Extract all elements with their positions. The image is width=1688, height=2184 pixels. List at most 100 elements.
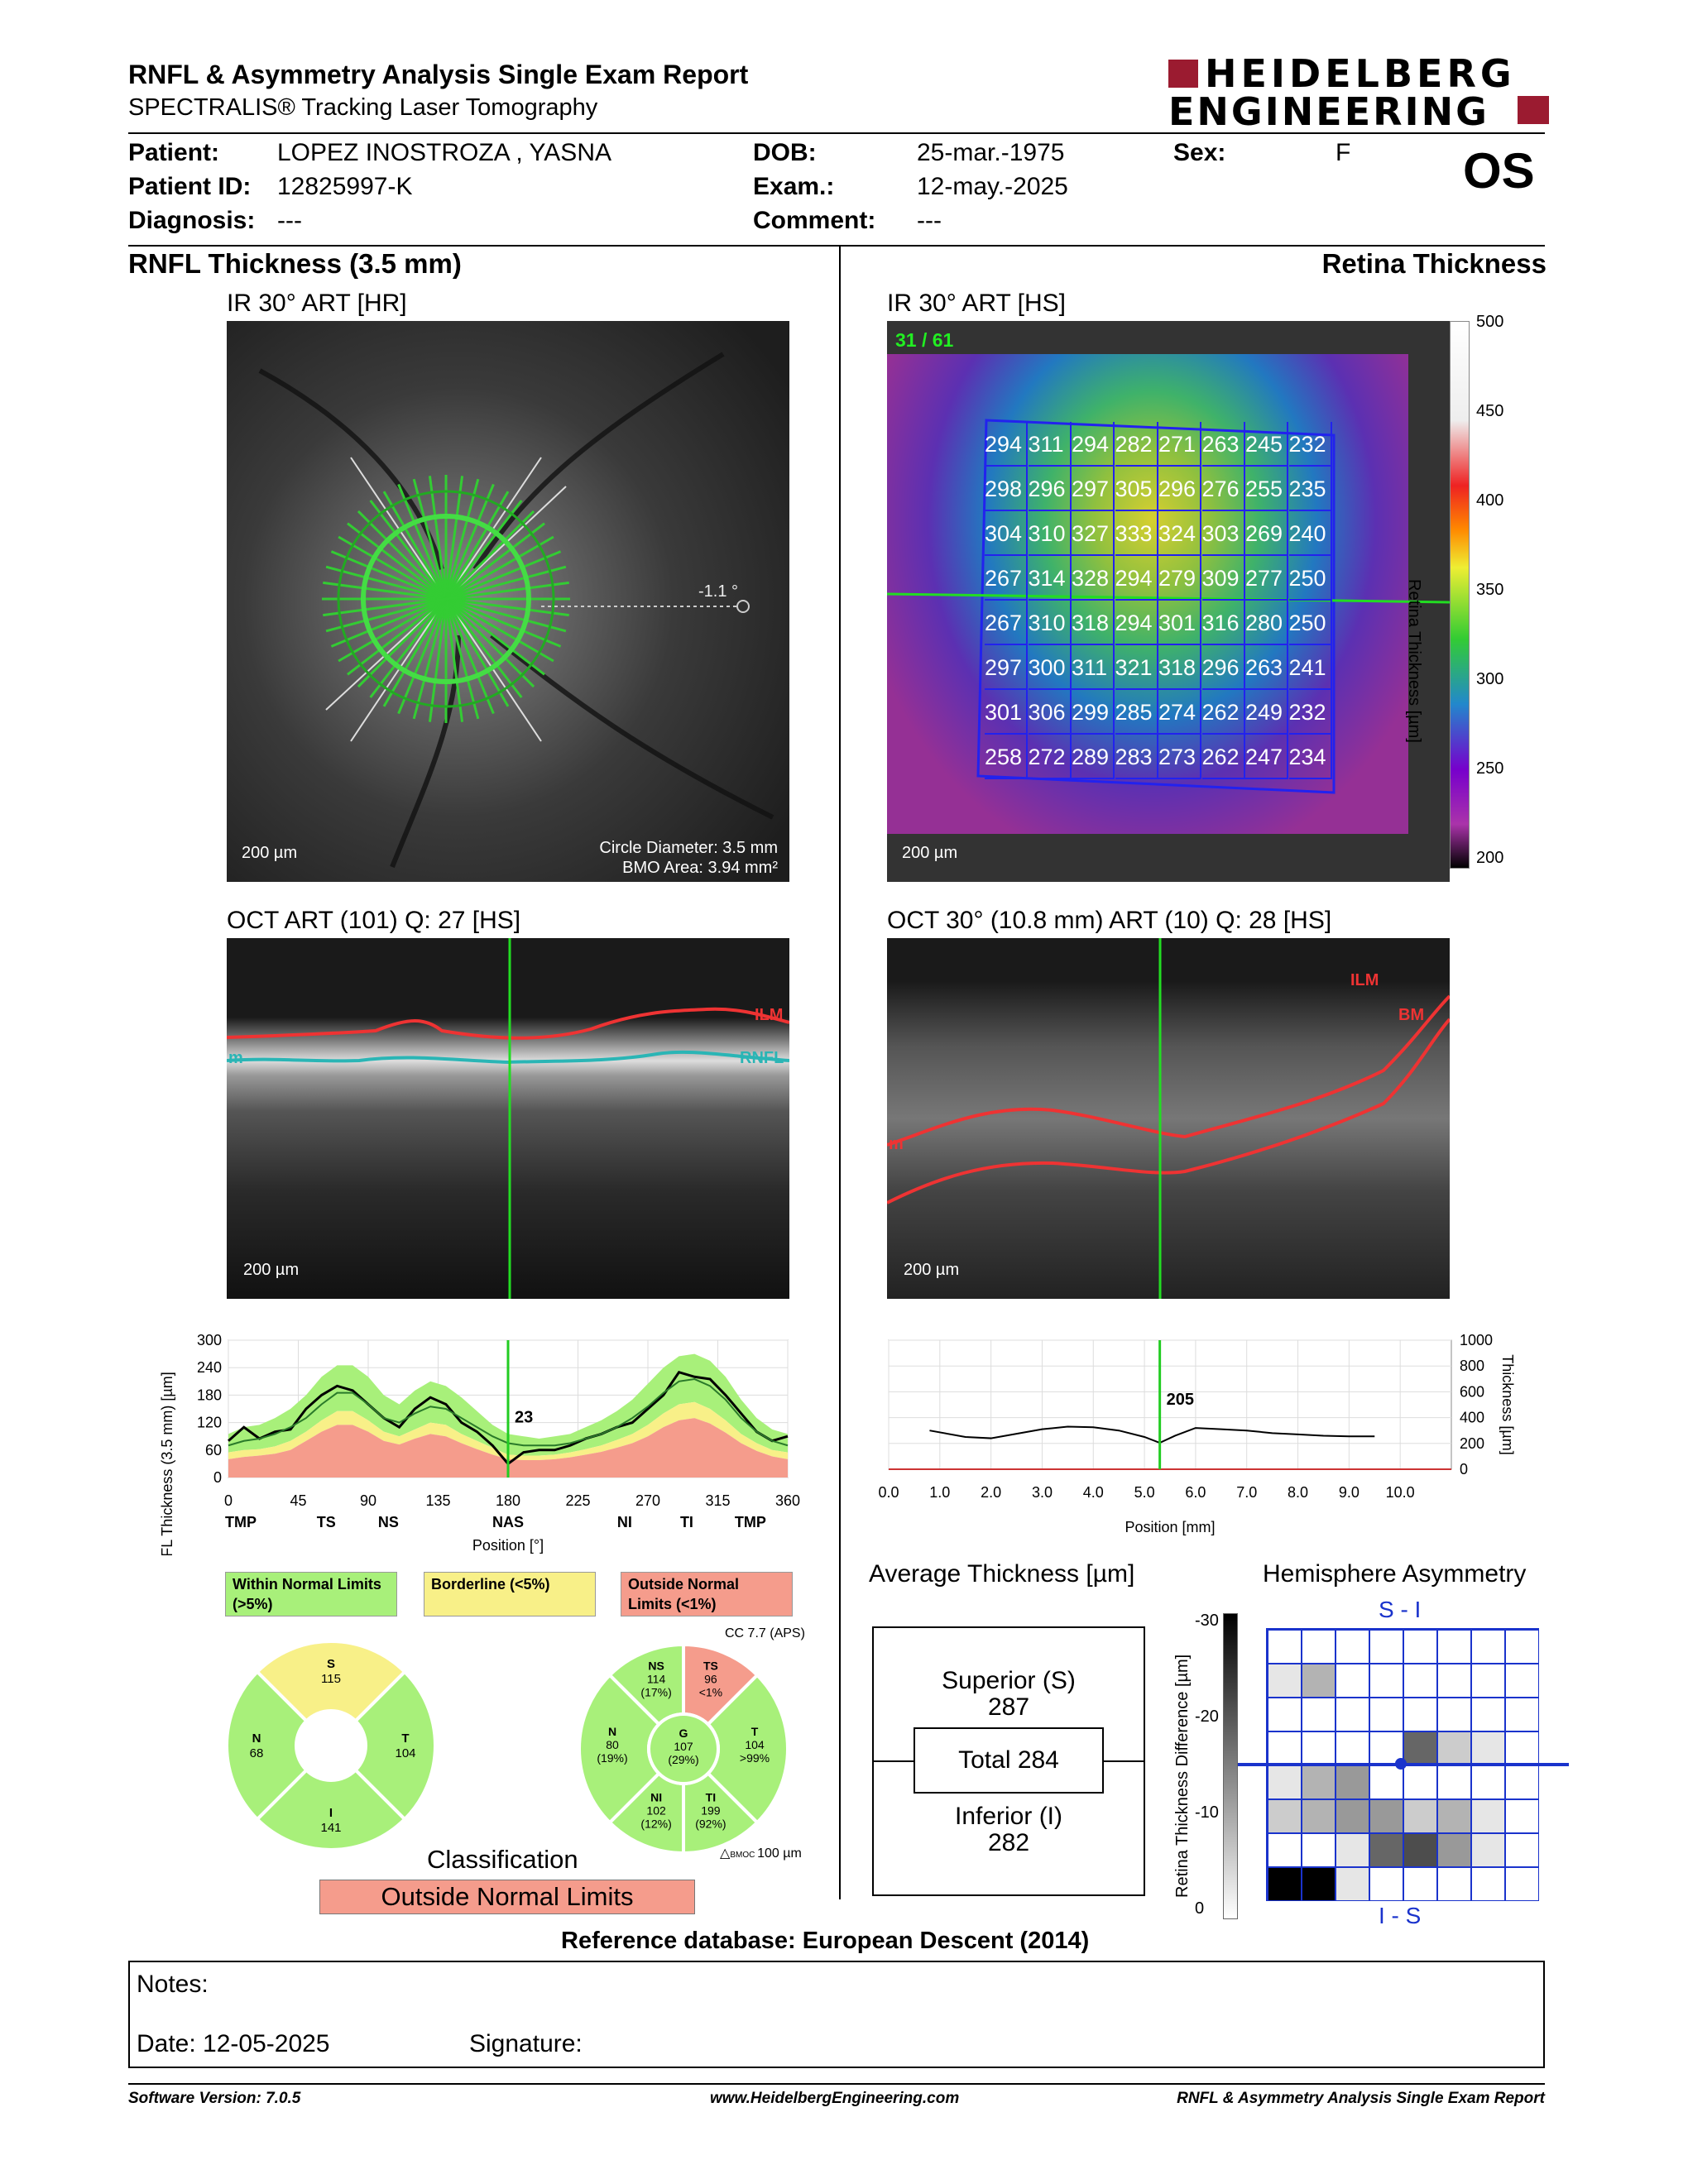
vessel-lines xyxy=(258,352,774,869)
thickness-colorbar xyxy=(1450,321,1470,869)
thickness-cell: 294 xyxy=(1115,556,1158,601)
oct-left-overlay xyxy=(227,938,789,1299)
x-tick-label: 0 xyxy=(224,1492,233,1509)
asymmetry-cell xyxy=(1437,1731,1471,1765)
asymmetry-top-label: S - I xyxy=(1379,1597,1422,1622)
classification-label: Classification xyxy=(427,1845,578,1874)
y-tick-label: 300 xyxy=(197,1332,222,1348)
oct-left-scale: 200 µm xyxy=(243,1261,300,1279)
legend-within: Within Normal Limits (>5%) xyxy=(225,1572,397,1616)
comment-label: Comment: xyxy=(753,207,876,234)
thickness-cell: 269 xyxy=(1245,511,1288,556)
x-tick-label: 3.0 xyxy=(1032,1484,1053,1501)
patient-rule xyxy=(128,245,1545,247)
thickness-cell: 294 xyxy=(985,422,1028,467)
asymmetry-cell xyxy=(1505,1731,1539,1765)
thickness-cell: 294 xyxy=(1072,422,1115,467)
oct-right-label: OCT 30° (10.8 mm) ART (10) Q: 28 [HS] xyxy=(887,907,1332,934)
sector-label: T xyxy=(401,1731,409,1746)
footer-website[interactable]: www.HeidelbergEngineering.com xyxy=(710,2090,960,2107)
exam-value: 12-may.-2025 xyxy=(917,173,1068,200)
asymmetry-cell xyxy=(1505,1630,1539,1664)
asymmetry-cell xyxy=(1369,1867,1403,1901)
inferior-label: Inferior (I) xyxy=(954,1803,1063,1830)
thickness-cell: 309 xyxy=(1201,556,1245,601)
y-axis-label: Thickness [µm] xyxy=(1499,1354,1516,1454)
average-box: Superior (S) 287 Total 284 Inferior (I) … xyxy=(872,1626,1145,1896)
asymmetry-tick-label: 0 xyxy=(1195,1899,1205,1918)
y-tick-label: 0 xyxy=(1460,1461,1468,1478)
thickness-cell: 247 xyxy=(1245,735,1288,779)
m-tag-right: m xyxy=(889,1135,904,1153)
cursor-value-label: 205 xyxy=(1167,1391,1194,1409)
colorbar-tick-label: 400 xyxy=(1476,491,1504,510)
slice-indicator: 31 / 61 xyxy=(895,329,954,351)
y-tick-label: 0 xyxy=(213,1469,222,1486)
asymmetry-cell xyxy=(1403,1630,1437,1664)
ir-right-label: IR 30° ART [HS] xyxy=(887,290,1066,317)
thickness-cell: 311 xyxy=(1028,422,1072,467)
asymmetry-cell xyxy=(1403,1664,1437,1698)
asymmetry-cell xyxy=(1268,1731,1302,1765)
thickness-cell: 279 xyxy=(1158,556,1201,601)
x-tick-label: 180 xyxy=(496,1492,520,1509)
report-subtitle: SPECTRALIS® Tracking Laser Tomography xyxy=(128,94,598,121)
asymmetry-cell xyxy=(1403,1698,1437,1731)
legend-outside: Outside Normal Limits (<1%) xyxy=(621,1572,793,1616)
y-tick-label: 60 xyxy=(205,1442,222,1458)
asymmetry-title-text: Hemisphere Asymmetry xyxy=(1263,1560,1527,1588)
asymmetry-cell xyxy=(1336,1833,1369,1867)
asymmetry-cell xyxy=(1471,1799,1505,1833)
thickness-cell: 272 xyxy=(1028,735,1072,779)
colorbar-tick-label: 500 xyxy=(1476,313,1504,331)
rnfl-section-title: RNFL Thickness (3.5 mm) xyxy=(128,248,462,279)
outside-normal-band xyxy=(228,1418,788,1478)
sector-pct: <1% xyxy=(699,1686,722,1699)
asymmetry-cell xyxy=(1268,1765,1302,1799)
sector-label: T xyxy=(751,1725,759,1738)
footer-report: RNFL & Asymmetry Analysis Single Exam Re… xyxy=(1177,2090,1545,2107)
thickness-cell: 301 xyxy=(985,690,1028,735)
sex-value: F xyxy=(1336,139,1351,166)
outer-circle xyxy=(337,490,555,708)
thickness-cell: 318 xyxy=(1158,645,1201,690)
sector-label: N xyxy=(252,1731,261,1746)
rnfl-line xyxy=(227,1050,789,1065)
asymmetry-cell xyxy=(1336,1799,1369,1833)
superior-value: 287 xyxy=(987,1693,1030,1721)
sector-label: NS xyxy=(648,1660,664,1673)
asymmetry-scale-bar xyxy=(1223,1613,1238,1919)
asymmetry-bottom-label: I - S xyxy=(1379,1903,1422,1928)
ir-thickness-map: 31 / 61 294 311 294 282 271 263 245 232 298 296 29… xyxy=(887,321,1450,882)
thickness-cell: 310 xyxy=(1028,511,1072,556)
circle-diameter: Circle Diameter: 3.5 mm xyxy=(599,839,778,857)
asymmetry-cell xyxy=(1302,1867,1336,1901)
sector-label: TI xyxy=(706,1790,716,1803)
notes-box[interactable]: Notes: Date: 12-05-2025 Signature: xyxy=(128,1961,1545,2068)
asymmetry-cell xyxy=(1369,1765,1403,1799)
thickness-cell: 232 xyxy=(1288,422,1332,467)
reference-database: Reference database: European Descent (20… xyxy=(561,1928,1090,1954)
thickness-cell: 250 xyxy=(1288,601,1332,645)
sector-value: 115 xyxy=(321,1672,341,1686)
thickness-cell: 314 xyxy=(1028,556,1072,601)
sector-label: I xyxy=(329,1806,333,1820)
etdrs-grid-outline xyxy=(976,419,1336,794)
asymmetry-cell xyxy=(1302,1731,1336,1765)
asymmetry-cell xyxy=(1268,1698,1302,1731)
asymmetry-cell xyxy=(1336,1765,1369,1799)
bm-tag-right: BM xyxy=(1398,1006,1425,1024)
thickness-cell: 280 xyxy=(1245,601,1288,645)
asymmetry-cell xyxy=(1369,1833,1403,1867)
x-tick-label: 0.0 xyxy=(878,1484,899,1501)
legend-borderline: Borderline (<5%) xyxy=(424,1572,596,1616)
ir-angle-label: -1.1 ° xyxy=(698,582,739,601)
oct-bscan-right: ILM BM m 200 µm xyxy=(887,938,1450,1299)
x-tick-label: 9.0 xyxy=(1339,1484,1360,1501)
asymmetry-tick-label: -10 xyxy=(1195,1803,1219,1822)
x-axis-label: Position [°] xyxy=(472,1537,544,1554)
thickness-cell: 296 xyxy=(1158,467,1201,511)
thickness-cell: 297 xyxy=(1072,467,1115,511)
rnfl-thickness-chart: 23 0 60 120 180 240 300 0 45 90 135 180 225 270 315 360… xyxy=(159,1332,800,1555)
header-rule xyxy=(128,132,1545,134)
